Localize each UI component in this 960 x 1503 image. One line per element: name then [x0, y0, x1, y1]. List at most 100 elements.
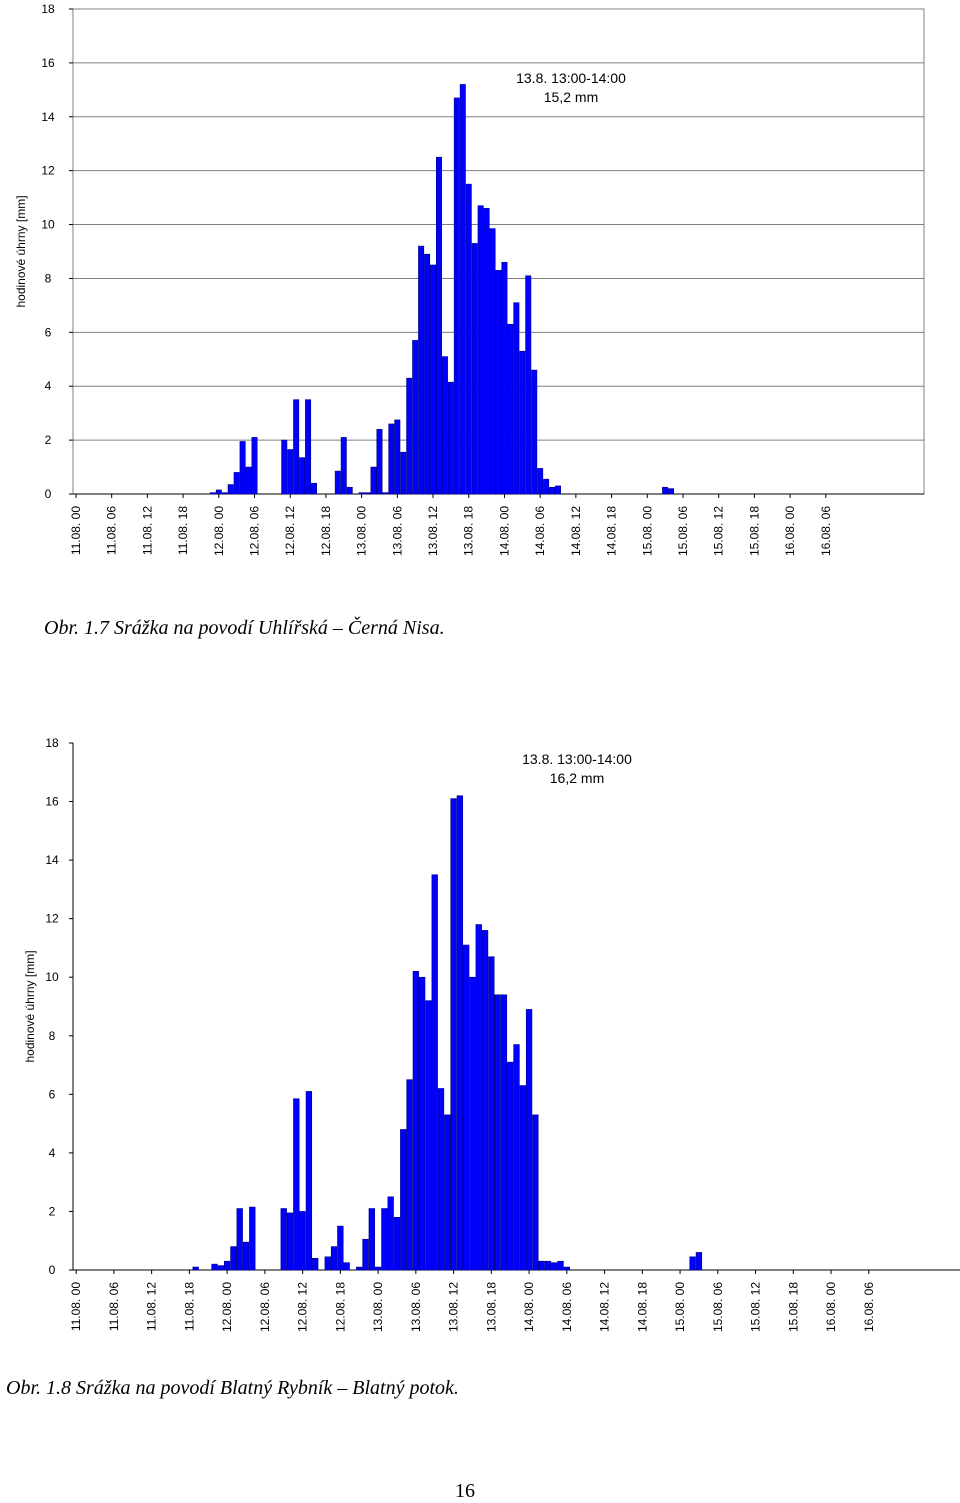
x-tick-label: 16.08. 06: [819, 506, 833, 556]
x-tick-label: 14.08. 00: [497, 506, 511, 556]
bar: [519, 1085, 526, 1271]
x-tick-label: 15.08. 18: [786, 1282, 800, 1332]
bar: [312, 1257, 319, 1271]
bar: [334, 470, 341, 495]
bar: [525, 275, 532, 495]
bar: [343, 1262, 350, 1271]
bar: [695, 1252, 703, 1271]
caption-2: Obr. 1.8 Srážka na povodí Blatný Rybník …: [6, 1377, 459, 1399]
x-tick-label: 12.08. 00: [212, 506, 226, 556]
y-tick-label: 10: [45, 970, 59, 984]
bar: [236, 1208, 243, 1271]
bar: [388, 423, 395, 495]
bar: [555, 485, 561, 495]
y-tick-label: 6: [49, 1087, 56, 1101]
bar: [311, 482, 317, 495]
bar: [551, 1262, 558, 1271]
bar: [215, 489, 222, 495]
x-tick-label: 11.08. 12: [140, 506, 154, 555]
x-tick-label: 13.08. 00: [355, 506, 369, 556]
bar: [463, 944, 470, 1271]
x-tick-label: 16.08. 06: [862, 1282, 876, 1332]
bar: [469, 976, 476, 1271]
bar: [444, 1114, 451, 1271]
bar: [381, 1208, 388, 1271]
bar: [531, 369, 538, 495]
x-tick-label: 15.08. 00: [673, 1282, 687, 1332]
bar: [251, 437, 258, 495]
bar: [501, 261, 508, 495]
x-tick-label: 11.08. 06: [105, 506, 119, 555]
bar: [287, 449, 294, 495]
y-tick-label: 4: [45, 379, 52, 393]
bar: [436, 156, 442, 495]
bar: [425, 1000, 432, 1271]
annotation-text: 16,2 mm: [550, 770, 604, 786]
bar: [418, 245, 425, 495]
bar: [537, 468, 544, 495]
annotation-text: 15,2 mm: [544, 89, 598, 105]
annotation-text: 13.8. 13:00-14:00: [516, 70, 626, 86]
x-tick-label: 11.08. 06: [107, 1282, 121, 1331]
bar: [477, 205, 484, 495]
x-tick-label: 15.08. 18: [747, 506, 761, 556]
bar: [544, 1260, 552, 1271]
x-tick-label: 13.08. 00: [371, 1282, 385, 1332]
y-tick-label: 2: [49, 1204, 56, 1218]
bar: [689, 1256, 696, 1271]
bar: [475, 924, 482, 1271]
bar: [447, 381, 454, 495]
bar: [281, 439, 288, 495]
y-tick-label: 16: [45, 795, 59, 809]
bar: [465, 183, 472, 495]
bar: [286, 1212, 294, 1271]
bar: [221, 492, 228, 495]
x-tick-label: 11.08. 18: [182, 1282, 196, 1331]
y-tick-label: 18: [41, 2, 55, 16]
bar: [483, 208, 490, 495]
x-tick-label: 14.08. 18: [605, 506, 619, 556]
x-tick-label: 15.08. 12: [712, 506, 726, 556]
bar: [513, 1044, 520, 1271]
bar: [223, 1260, 231, 1271]
bar: [519, 350, 526, 495]
bar: [393, 1216, 401, 1271]
bar: [242, 1241, 250, 1271]
bar: [494, 994, 501, 1271]
bar: [549, 486, 556, 495]
bar: [450, 798, 457, 1271]
bar: [387, 1196, 394, 1271]
bar: [280, 1208, 287, 1271]
bar: [374, 1266, 382, 1271]
x-tick-label: 15.08. 06: [711, 1282, 725, 1332]
bar: [431, 874, 438, 1271]
x-tick-label: 12.08. 12: [283, 506, 297, 556]
bar: [456, 795, 464, 1271]
bar: [217, 1265, 224, 1271]
x-tick-label: 12.08. 06: [248, 506, 262, 556]
bar: [437, 1088, 445, 1271]
chart-2: 0 2 4 6 8 10 12 14 16 18 hodinové úhrny [mm] 11.08.…: [23, 736, 960, 1332]
x-tick-label: 12.08. 00: [220, 1282, 234, 1332]
bar: [525, 1009, 533, 1271]
x-tick-label: 13.08. 18: [484, 1282, 498, 1332]
x-tick-label: 14.08. 06: [560, 1282, 574, 1332]
bar: [424, 253, 431, 495]
x-tick-label: 13.08. 12: [426, 506, 440, 556]
bar: [441, 356, 448, 495]
y-tick-label: 4: [49, 1146, 56, 1160]
bar: [412, 340, 419, 495]
bar: [489, 228, 496, 495]
x-tick-label: 11.08. 00: [69, 506, 83, 555]
annotation-text: 13.8. 13:00-14:00: [522, 751, 632, 767]
bar: [430, 264, 437, 495]
bar: [418, 976, 426, 1271]
x-tick-label: 14.08. 12: [569, 506, 583, 556]
x-tick-label: 11.08. 18: [176, 506, 190, 555]
bar: [513, 302, 520, 495]
bar: [249, 1206, 256, 1271]
bar: [358, 492, 365, 495]
bar: [412, 971, 419, 1271]
bar: [324, 1256, 331, 1271]
bar: [376, 429, 383, 495]
